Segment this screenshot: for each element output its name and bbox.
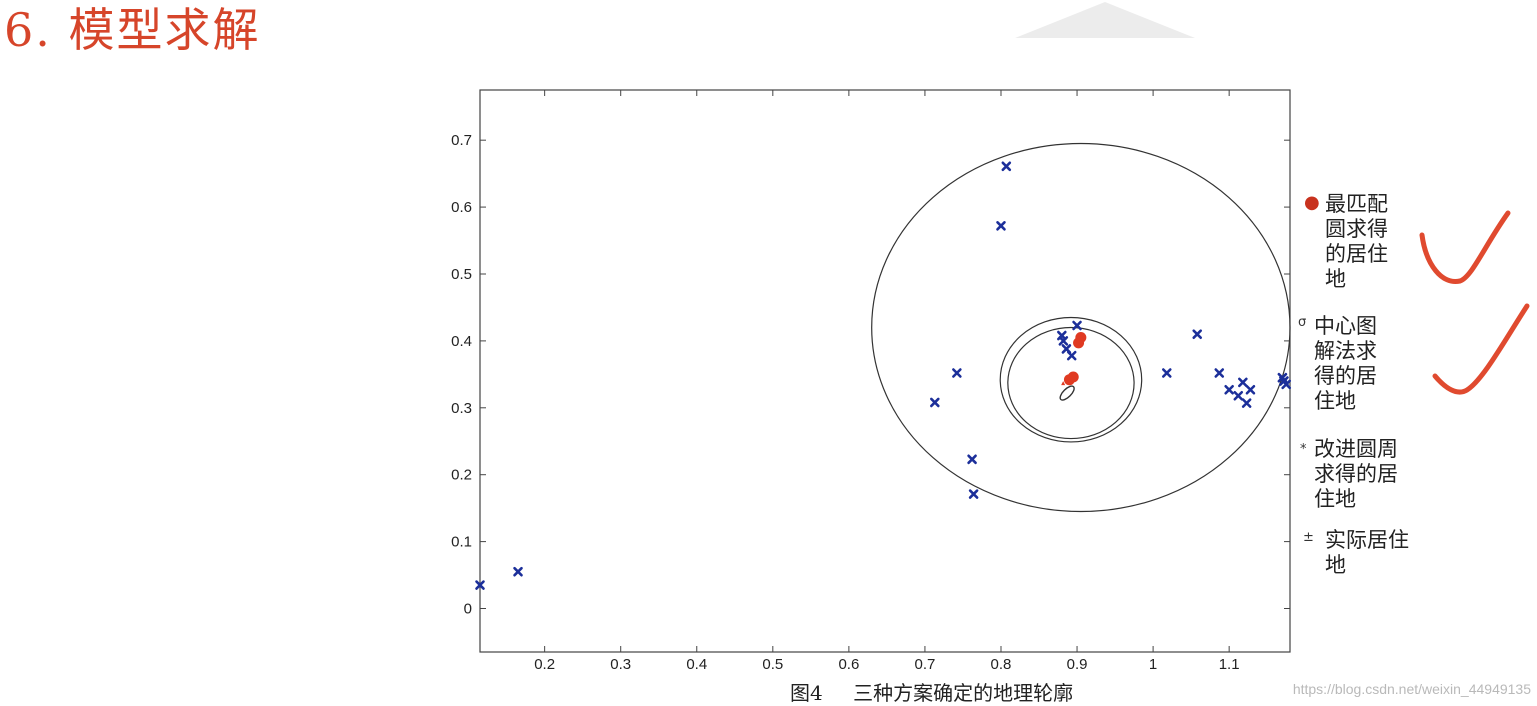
contour-circle bbox=[871, 142, 1291, 513]
checkmark-icon bbox=[1432, 303, 1530, 395]
data-point-circle bbox=[1063, 374, 1075, 386]
figure-caption: 图4 三种方案确定的地理轮廓 bbox=[790, 677, 1097, 706]
y-tick-label: 0.4 bbox=[451, 333, 472, 350]
data-point-x bbox=[1058, 336, 1069, 346]
data-point-circle bbox=[1073, 337, 1085, 349]
x-tick-label: 0.8 bbox=[991, 656, 1012, 673]
x-tick-label: 0.6 bbox=[838, 656, 859, 673]
data-point-x bbox=[1241, 398, 1252, 408]
slide-title: 6. 模型求解 bbox=[4, 3, 261, 57]
data-point-x bbox=[1001, 161, 1012, 172]
y-tick-label: 0 bbox=[464, 601, 472, 618]
contour-circle bbox=[1007, 326, 1135, 440]
data-point-x bbox=[1245, 384, 1256, 395]
legend-label: 实际居住 地 bbox=[1325, 528, 1409, 577]
legend-marker-icon: σ bbox=[1298, 315, 1307, 330]
x-tick-label: 0.4 bbox=[686, 656, 707, 673]
plot-frame bbox=[479, 89, 1291, 653]
data-point-x bbox=[996, 221, 1006, 231]
top-decoration bbox=[1015, 2, 1195, 38]
data-point-x bbox=[1161, 368, 1172, 378]
data-point-x bbox=[513, 566, 523, 577]
legend-label: 中心图 解法求 得的居 住地 bbox=[1314, 314, 1377, 413]
center-method-marker bbox=[1059, 385, 1075, 401]
contour-circle bbox=[999, 316, 1143, 443]
watermark: https://blog.csdn.net/weixin_44949135 bbox=[1292, 681, 1531, 697]
data-point-x bbox=[475, 580, 485, 590]
data-point-x bbox=[967, 454, 977, 465]
x-tick-label: 0.9 bbox=[1067, 656, 1088, 673]
data-point-x bbox=[1238, 377, 1248, 388]
data-point-x bbox=[930, 397, 940, 408]
x-tick-label: 0.2 bbox=[534, 656, 555, 673]
data-point-x bbox=[1066, 350, 1077, 361]
x-tick-label: 0.7 bbox=[914, 656, 935, 673]
legend-label: 改进圆周 求得的居 住地 bbox=[1314, 437, 1398, 511]
figure-number: 图4 bbox=[790, 681, 823, 705]
x-tick-label: 0.5 bbox=[762, 656, 783, 673]
y-tick-label: 0.2 bbox=[451, 467, 472, 484]
figure-caption-text: 三种方案确定的地理轮廓 bbox=[853, 681, 1074, 705]
legend-marker-icon: ● bbox=[1304, 192, 1320, 213]
data-point-x bbox=[1192, 329, 1203, 340]
x-tick-label: 1.1 bbox=[1219, 656, 1240, 673]
x-tick-label: 1 bbox=[1149, 656, 1157, 673]
y-tick-label: 0.5 bbox=[451, 266, 472, 283]
data-point-x bbox=[1224, 384, 1234, 395]
data-point-x bbox=[1214, 368, 1225, 378]
legend-marker-icon: * bbox=[1300, 442, 1307, 457]
y-tick-label: 0.3 bbox=[451, 400, 472, 417]
marker-accent bbox=[1061, 381, 1066, 386]
y-tick-label: 0.6 bbox=[451, 199, 472, 216]
data-point-x bbox=[952, 368, 962, 378]
y-tick-label: 0.7 bbox=[451, 132, 472, 149]
data-point-x bbox=[1233, 390, 1244, 401]
checkmark-icon bbox=[1419, 210, 1511, 284]
x-tick-label: 0.3 bbox=[610, 656, 631, 673]
data-point-x bbox=[968, 489, 979, 499]
legend-label: 最匹配 圆求得 的居住 地 bbox=[1325, 192, 1388, 291]
data-point-x bbox=[1072, 320, 1082, 331]
y-tick-label: 0.1 bbox=[451, 534, 472, 551]
legend-marker-icon: ± bbox=[1303, 530, 1314, 545]
data-point-x bbox=[1281, 379, 1291, 390]
